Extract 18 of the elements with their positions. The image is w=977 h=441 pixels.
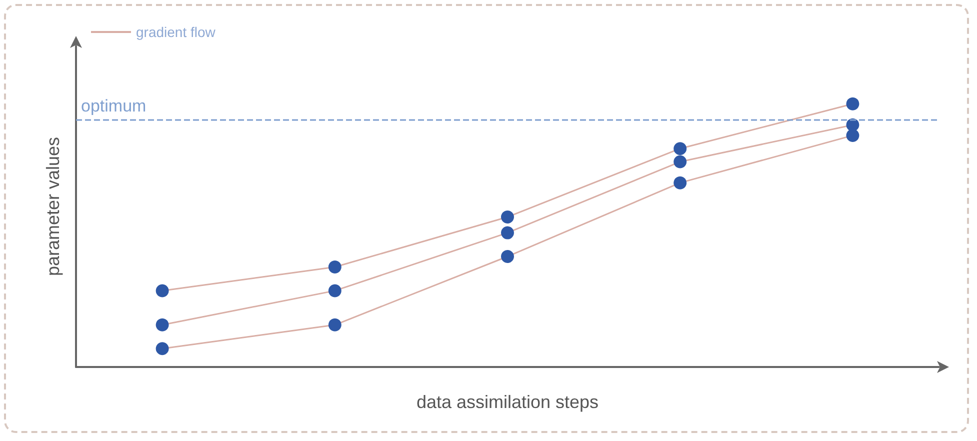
point [674,176,687,190]
point [328,284,342,298]
point [501,210,514,224]
point [501,250,514,263]
point [846,97,860,110]
point [156,284,169,298]
point [674,142,687,156]
point [328,260,342,274]
point [674,155,687,168]
point [328,318,342,332]
x-axis-title: data assimilation steps [416,392,599,412]
legend-label: gradient flow [136,24,216,40]
ref-line-label: optimum [81,96,146,116]
y-axis-title: parameter values [43,136,63,276]
point [156,318,169,332]
point [846,128,860,142]
point [156,342,169,356]
point [501,226,514,240]
